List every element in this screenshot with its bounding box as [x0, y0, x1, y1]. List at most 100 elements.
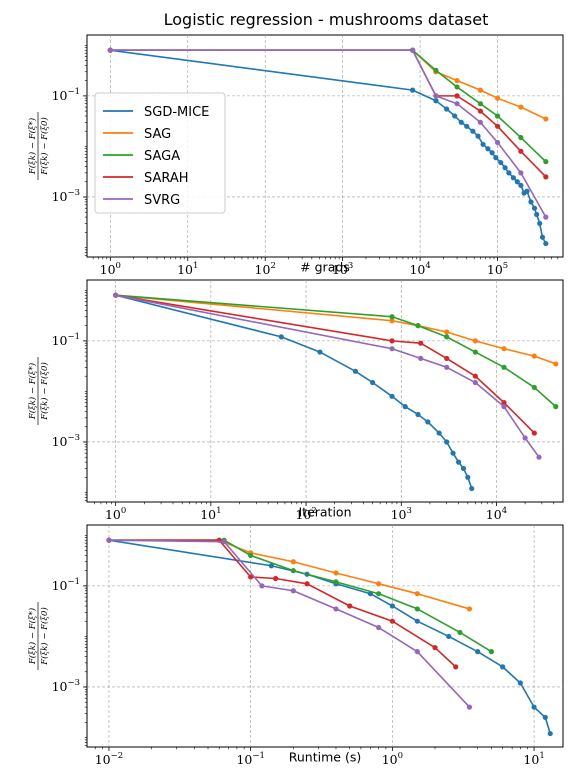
data-point-sgd-mice — [444, 106, 450, 112]
tick-labels: 10−2 10−1 100 101 10−1 10−3 — [52, 535, 545, 767]
data-point-sag — [501, 346, 507, 352]
data-point-sgd-mice — [370, 379, 376, 386]
data-point-sgd-mice — [480, 141, 486, 147]
grid-lines — [87, 35, 563, 257]
grid-lines — [87, 525, 563, 747]
data-point-svrg — [333, 606, 339, 612]
y-tick-label: 10−1 — [52, 577, 80, 593]
data-point-sag — [543, 116, 549, 122]
data-point-sgd-mice — [415, 411, 421, 418]
series-sgd-mice — [106, 537, 553, 737]
data-point-sag — [477, 87, 483, 93]
data-point-sgd-mice — [402, 404, 408, 410]
data-point-sgd-mice — [531, 205, 538, 211]
y-tick-label: 10−3 — [52, 433, 80, 449]
data-point-sag — [531, 353, 537, 359]
panel-iteration: 100 101 102 103 104 10−1 10−3 Iteration F(ξk) … — [27, 279, 564, 522]
data-point-sgd-mice — [528, 199, 534, 205]
data-point-saga — [414, 606, 420, 612]
data-point-sgd-mice — [433, 98, 439, 104]
data-point-svrg — [518, 170, 524, 176]
y-tick-label: 10−1 — [52, 332, 80, 348]
data-point-sarah — [444, 355, 450, 362]
y-label-numerator: F(ξk) − F(ξ*) — [27, 363, 38, 420]
data-point-svrg — [433, 93, 439, 99]
data-point-sag — [466, 606, 473, 612]
data-point-svrg — [444, 364, 450, 370]
data-point-sgd-mice — [444, 439, 450, 445]
data-point-saga — [501, 364, 507, 370]
axes-frame — [86, 524, 564, 748]
data-point-sgd-mice — [465, 474, 471, 480]
data-point-sgd-mice — [524, 188, 530, 194]
data-point-sgd-mice — [493, 155, 499, 161]
data-point-svrg — [389, 346, 395, 352]
data-point-sarah — [472, 373, 478, 379]
series-line-svrg — [115, 294, 540, 458]
tick-labels: 100 101 102 103 104 10−1 10−3 — [52, 290, 555, 522]
data-point-saga — [553, 404, 559, 410]
data-point-sarah — [389, 338, 395, 344]
data-point-svrg — [376, 624, 382, 631]
data-point-sarah — [418, 340, 424, 346]
data-point-sgd-mice — [436, 430, 442, 436]
legend-label-svrg: SVRG — [144, 193, 180, 208]
data-point-svrg — [113, 292, 119, 298]
data-point-svrg — [259, 583, 265, 589]
data-point-sgd-mice — [485, 146, 491, 152]
series-line-saga — [115, 294, 557, 408]
data-point-sgd-mice — [464, 123, 470, 129]
data-point-sarah — [248, 574, 254, 580]
data-point-saga — [415, 323, 421, 329]
data-point-sgd-mice — [475, 133, 481, 139]
data-point-sgd-mice — [500, 664, 506, 670]
series-sag — [113, 292, 559, 367]
x-axis-label: Runtime (s) — [289, 750, 361, 765]
panel-grads: 100 101 102 103 104 105 10−1 10−3 # grads F(ξk)… — [27, 34, 564, 277]
data-point-sag — [290, 559, 296, 565]
data-point-svrg — [494, 139, 501, 146]
data-point-sgd-mice — [537, 220, 543, 227]
data-point-svrg — [501, 404, 507, 410]
series-svrg — [107, 47, 549, 220]
data-point-saga — [433, 67, 439, 73]
data-point-sgd-mice — [278, 334, 284, 340]
data-point-sgd-mice — [475, 649, 481, 655]
data-point-sgd-mice — [531, 704, 537, 710]
data-point-svrg — [418, 355, 424, 362]
data-point-svrg — [536, 454, 542, 460]
data-point-sarah — [304, 581, 310, 587]
data-point-sarah — [273, 575, 279, 582]
data-point-svrg — [522, 435, 528, 441]
data-point-sarah — [543, 174, 549, 180]
data-point-sag — [454, 78, 460, 84]
panel-runtime: 10−2 10−1 100 101 10−1 10−3 Runtime (s) F(ξk)… — [27, 524, 564, 767]
data-point-saga — [518, 134, 524, 141]
data-point-sag — [472, 338, 478, 344]
data-point-sgd-mice — [414, 618, 420, 624]
series-layer — [106, 537, 553, 737]
data-point-svrg — [106, 537, 112, 543]
data-point-sarah — [389, 618, 395, 624]
series-line-sag — [115, 294, 557, 365]
x-tick-label: 100 — [105, 506, 126, 522]
data-point-sarah — [501, 400, 507, 406]
series-line-svrg — [110, 49, 547, 218]
data-point-svrg — [290, 588, 296, 594]
x-axis-label: # grads — [300, 260, 350, 275]
y-label-numerator: F(ξk) − F(ξ*) — [27, 608, 38, 665]
x-tick-label: 104 — [486, 506, 507, 522]
data-point-svrg — [543, 214, 549, 220]
data-point-sgd-mice — [498, 159, 504, 166]
data-point-saga — [376, 591, 382, 597]
data-point-sgd-mice — [489, 150, 495, 156]
data-point-sgd-mice — [539, 234, 546, 240]
legend-label-sag: SAG — [144, 127, 171, 142]
data-point-svrg — [410, 47, 416, 53]
data-point-sag — [333, 570, 339, 576]
y-tick-label: 10−1 — [52, 87, 80, 103]
data-point-saga — [290, 568, 296, 574]
series-line-sgd-mice — [108, 539, 551, 734]
y-label-numerator: F(ξk) − F(ξ*) — [27, 118, 38, 175]
